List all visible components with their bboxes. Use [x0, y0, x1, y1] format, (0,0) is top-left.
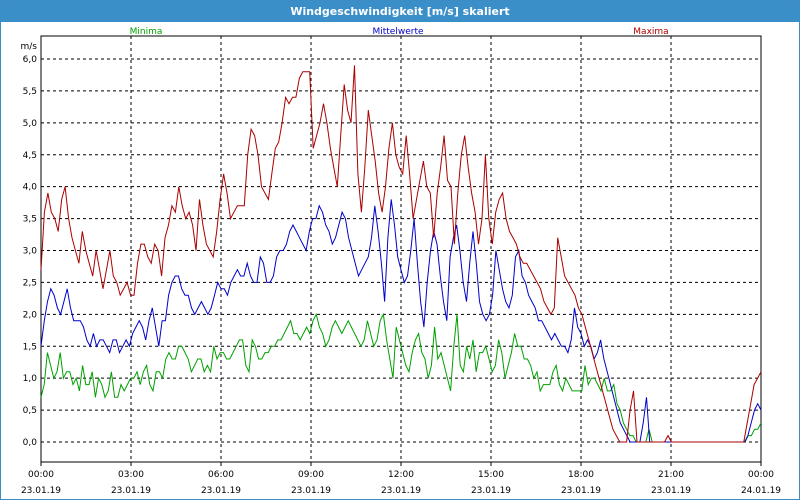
y-tick-label: 4,5	[23, 151, 37, 161]
x-tick-time: 21:00	[658, 470, 684, 480]
x-tick-time: 00:00	[748, 470, 774, 480]
y-tick-label: 5,5	[23, 87, 37, 97]
y-tick-label: 0,5	[23, 406, 37, 416]
x-tick-time: 15:00	[478, 470, 504, 480]
y-tick-label: 0,0	[23, 438, 38, 448]
y-tick-label: 2,0	[23, 310, 38, 320]
y-tick-label: 3,0	[23, 247, 38, 257]
y-tick-label: 1,0	[23, 374, 38, 384]
legend-minima: Minima	[130, 27, 163, 37]
x-tick-time: 06:00	[208, 470, 234, 480]
x-tick-time: 09:00	[298, 470, 324, 480]
x-tick-date: 23.01.19	[201, 486, 241, 496]
y-tick-label: 1,5	[23, 342, 37, 352]
series-line-maxima	[40, 65, 762, 443]
x-tick-date: 23.01.19	[21, 486, 61, 496]
x-tick-date: 23.01.19	[471, 486, 511, 496]
y-axis-label: m/s	[21, 42, 38, 52]
chart-title: Windgeschwindigkeit [m/s] skaliert	[1, 1, 799, 22]
x-tick-time: 12:00	[388, 470, 414, 480]
legend-mittelwerte: Mittelwerte	[372, 27, 423, 37]
x-tick-date: 24.01.19	[741, 486, 781, 496]
x-tick-date: 23.01.19	[381, 486, 421, 496]
x-tick-date: 23.01.19	[111, 486, 151, 496]
y-tick-label: 5,0	[23, 119, 38, 129]
y-tick-label: 6,0	[23, 55, 38, 65]
x-tick-date: 23.01.19	[561, 486, 601, 496]
wind-speed-chart: 0,0 0,5 1,0 1,5 2,0 2,5 3,0 3,5 4,0 4,5 5,0 5,5 6,0 m…	[21, 27, 782, 496]
y-tick-label: 3,5	[23, 215, 37, 225]
x-tick-time: 03:00	[118, 470, 144, 480]
legend-maxima: Maxima	[633, 27, 668, 37]
y-tick-label: 4,0	[23, 183, 38, 193]
x-tick-time: 00:00	[28, 470, 54, 480]
series-line-mittelwerte	[40, 199, 762, 443]
y-tick-label: 2,5	[23, 278, 37, 288]
x-tick-date: 23.01.19	[651, 486, 691, 496]
x-tick-time: 18:00	[568, 470, 594, 480]
x-tick-date: 23.01.19	[291, 486, 331, 496]
